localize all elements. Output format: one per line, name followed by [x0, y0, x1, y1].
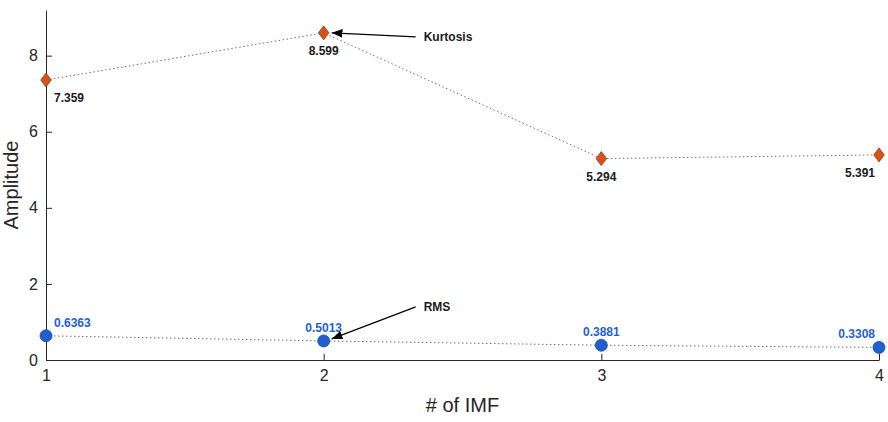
tick: 4	[875, 354, 884, 384]
tick-mark	[601, 354, 602, 360]
tick-mark	[46, 360, 52, 361]
point	[595, 339, 607, 351]
chart: 1 2 3 4 0 2 4 6 8 7.359 8.599 5.294 5.391 0.6363 0.501…	[0, 0, 888, 422]
point	[873, 341, 885, 353]
x-axis: 1 2 3 4	[42, 354, 884, 384]
annotation: Kurtosis	[424, 30, 473, 44]
data-label: 8.599	[309, 44, 339, 58]
tick-label: 0	[29, 352, 38, 369]
data-label: 5.391	[845, 166, 875, 180]
tick: 6	[29, 123, 52, 140]
y-axis: 0 2 4 6 8	[29, 11, 52, 369]
y-axis-title: Amplitude	[0, 141, 22, 230]
labels: 7.359 8.599 5.294 5.391 0.6363 0.5013 0.3881 0.…	[54, 30, 875, 342]
data-label: 0.5013	[305, 321, 342, 335]
tick: 8	[29, 47, 52, 64]
tick-mark	[46, 208, 52, 209]
x-axis-title: # of IMF	[426, 394, 499, 416]
data-label: 0.3881	[583, 325, 620, 339]
marks	[40, 26, 885, 354]
tick: 2	[320, 354, 329, 384]
tick-mark	[46, 56, 52, 57]
point	[874, 148, 885, 162]
axis-line	[47, 360, 880, 361]
tick-label: 3	[597, 367, 606, 384]
plot: 1 2 3 4 0 2 4 6 8 7.359 8.599 5.294 5.391 0.6363 0.501…	[29, 11, 885, 385]
tick-label: 8	[29, 47, 38, 64]
point	[40, 330, 52, 342]
tick: 0	[29, 352, 52, 369]
tick: 2	[29, 276, 52, 293]
tick-label: 6	[29, 123, 38, 140]
tick-label: 2	[320, 367, 329, 384]
tick-label: 1	[42, 367, 51, 384]
tick-mark	[879, 354, 880, 360]
tick-mark	[46, 284, 52, 285]
point	[596, 152, 607, 166]
tick-label: 4	[875, 367, 884, 384]
data-label: 0.3308	[838, 327, 875, 341]
series-line	[46, 336, 879, 348]
series-line	[46, 33, 879, 159]
annotation-arrow	[332, 33, 416, 37]
tick-mark	[46, 132, 52, 133]
tick-mark	[324, 354, 325, 360]
axis-line	[46, 11, 47, 361]
tick: 3	[597, 354, 606, 384]
data-label: 0.6363	[54, 316, 91, 330]
annotation-arrow	[332, 307, 416, 339]
data-label: 7.359	[54, 91, 84, 105]
annotation: RMS	[424, 300, 451, 314]
tick: 4	[29, 199, 52, 216]
tick-label: 4	[29, 199, 38, 216]
tick-label: 2	[29, 276, 38, 293]
point	[41, 73, 52, 87]
data-label: 5.294	[586, 170, 616, 184]
point	[318, 335, 330, 347]
point	[318, 26, 329, 40]
